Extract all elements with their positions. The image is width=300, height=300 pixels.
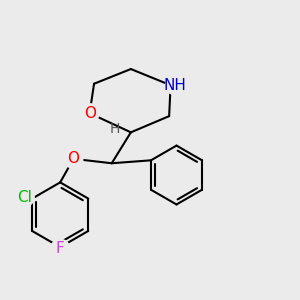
Text: Cl: Cl [17, 190, 32, 205]
Text: H: H [110, 122, 120, 136]
Circle shape [166, 76, 184, 94]
Text: F: F [56, 241, 64, 256]
Circle shape [51, 239, 70, 258]
Text: O: O [84, 106, 96, 121]
Circle shape [80, 104, 99, 123]
Text: NH: NH [164, 78, 187, 93]
Circle shape [15, 188, 34, 206]
Circle shape [64, 149, 83, 168]
Text: O: O [68, 151, 80, 166]
